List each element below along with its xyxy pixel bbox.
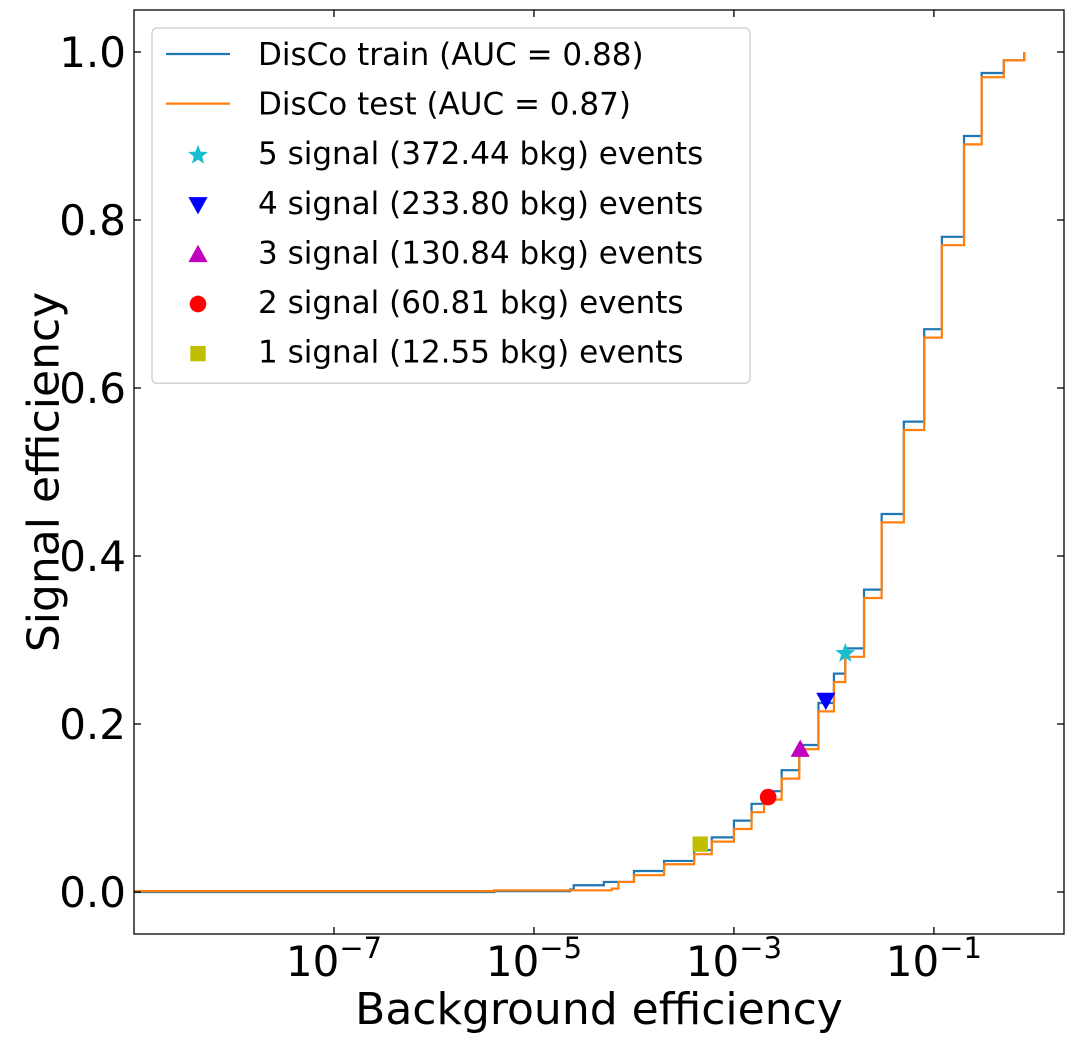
x-tick-label: 10−7 — [286, 931, 382, 986]
legend-entry-label: 2 signal (60.81 bkg) events — [258, 285, 684, 321]
legend-entry-label: DisCo test (AUC = 0.87) — [258, 87, 631, 123]
legend-box — [151, 27, 751, 384]
plot-frame — [133, 9, 1065, 935]
legend-swatch-marker — [190, 345, 206, 362]
legend-swatch-marker — [188, 244, 208, 263]
legend-swatch-marker — [188, 197, 208, 215]
legend-swatch-marker — [188, 144, 208, 164]
x-tick-label: 10−1 — [886, 931, 982, 986]
marker-point-3-signal — [790, 739, 810, 757]
marker-point-1-signal — [692, 836, 708, 852]
y-tick-label: 1.0 — [59, 28, 126, 77]
y-tick-label: 0.0 — [59, 868, 126, 917]
y-tick-label: 0.6 — [59, 364, 126, 413]
y-tick-label: 0.2 — [59, 700, 126, 749]
x-tick-label: 10−3 — [686, 931, 782, 986]
x-tick-label: 10−5 — [486, 931, 582, 986]
ticks-layer: 0.0 0.2 0.4 0.6 0.8 1.0 10−7 10−5 10−3 10−1 — [59, 10, 1064, 986]
y-tick-label: 0.4 — [59, 532, 126, 581]
legend-entry-label: 5 signal (372.44 bkg) events — [258, 136, 703, 172]
marker-point-5-signal — [835, 643, 856, 662]
points-layer — [692, 643, 856, 852]
marker-point-4-signal — [816, 692, 836, 711]
legend-entry-label: 3 signal (130.84 bkg) events — [258, 235, 703, 271]
legend-swatch-marker — [189, 295, 207, 313]
x-axis-label: Background efficiency — [355, 984, 843, 1035]
legend: DisCo train (AUC = 0.88) DisCo test (AUC … — [151, 27, 751, 384]
marker-point-2-signal — [759, 788, 777, 806]
legend-entry-label: DisCo train (AUC = 0.88) — [258, 37, 644, 73]
legend-entry-label: 1 signal (12.55 bkg) events — [258, 335, 684, 371]
y-axis-label: Signal efficiency — [19, 292, 70, 652]
y-tick-label: 0.8 — [59, 196, 126, 245]
legend-entry-label: 4 signal (233.80 bkg) events — [258, 186, 703, 222]
